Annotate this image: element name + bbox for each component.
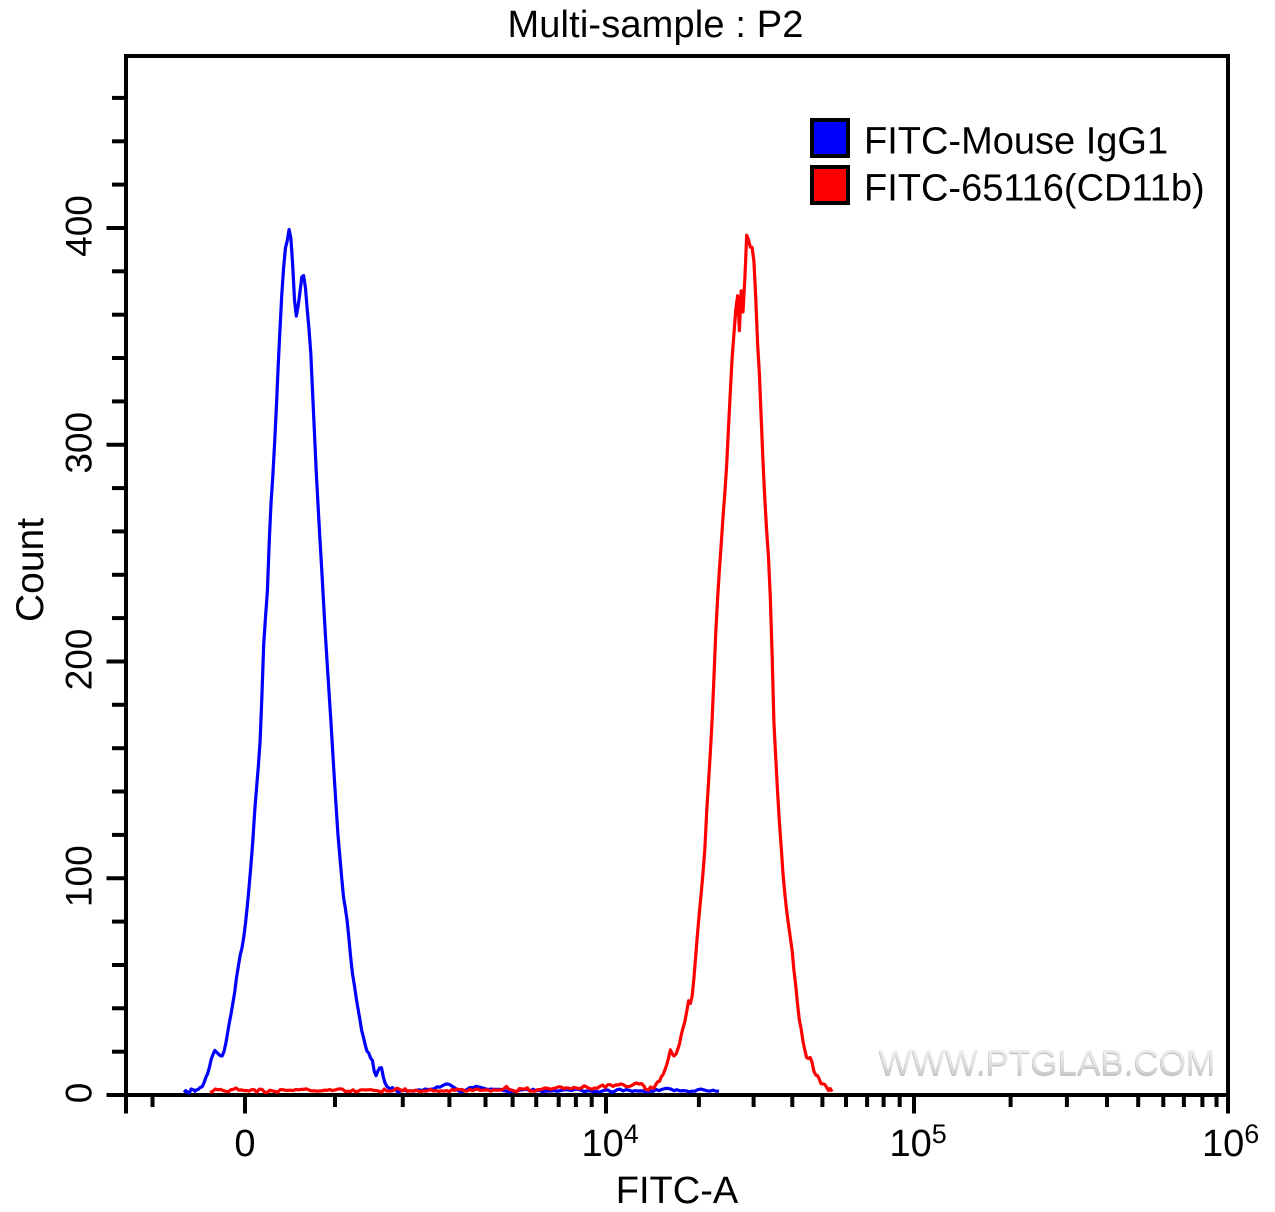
svg-text:FITC-Mouse IgG1: FITC-Mouse IgG1 [864, 121, 1168, 163]
svg-text:WWW.PTGLAB.COM: WWW.PTGLAB.COM [879, 1044, 1215, 1083]
svg-text:105: 105 [890, 1119, 947, 1165]
svg-text:FITC-A: FITC-A [616, 1170, 739, 1212]
svg-text:106: 106 [1202, 1119, 1259, 1165]
svg-text:Multi-sample : P2: Multi-sample : P2 [507, 4, 803, 46]
svg-text:0: 0 [234, 1123, 255, 1165]
svg-text:400: 400 [59, 195, 100, 257]
svg-text:FITC-65116(CD11b): FITC-65116(CD11b) [864, 168, 1205, 210]
svg-text:WWW.PTGLAB.COM: WWW.PTGLAB.COM [878, 1045, 1214, 1084]
svg-text:200: 200 [59, 629, 100, 691]
svg-text:0: 0 [59, 1083, 100, 1104]
svg-text:104: 104 [582, 1119, 639, 1165]
svg-text:Count: Count [9, 518, 52, 622]
svg-text:100: 100 [59, 845, 100, 907]
svg-text:300: 300 [59, 412, 100, 474]
